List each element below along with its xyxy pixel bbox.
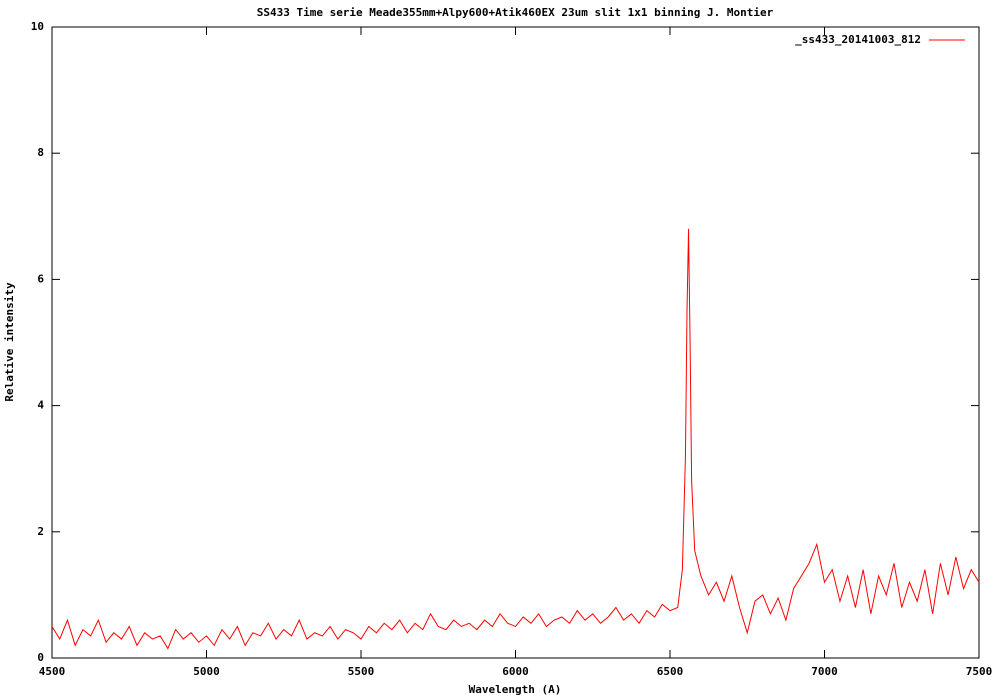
y-tick-label: 0 xyxy=(37,651,44,664)
plot-frame xyxy=(51,26,980,659)
x-tick-label: 7000 xyxy=(811,665,838,678)
y-tick-label: 6 xyxy=(37,272,44,285)
x-axis-label: Wavelength (A) xyxy=(469,683,562,696)
y-tick-label: 2 xyxy=(37,525,44,538)
y-axis-label: Relative intensity xyxy=(3,282,16,402)
data-line xyxy=(51,228,980,650)
x-tick-label: 6000 xyxy=(502,665,529,678)
y-tick-label: 8 xyxy=(37,146,44,159)
x-tick-label: 6500 xyxy=(657,665,684,678)
y-tick-label: 10 xyxy=(31,20,44,33)
x-tick-label: 5500 xyxy=(348,665,375,678)
y-tick-label: 4 xyxy=(37,399,44,412)
x-tick-label: 4500 xyxy=(39,665,66,678)
x-tick-label: 7500 xyxy=(966,665,993,678)
x-tick-label: 5000 xyxy=(193,665,220,678)
chart-title: SS433 Time serie Meade355mm+Alpy600+Atik… xyxy=(257,6,774,19)
legend-label: _ss433_20141003_812 xyxy=(795,33,921,46)
